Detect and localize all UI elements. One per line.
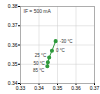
- svg-text:25 °C: 25 °C: [35, 53, 47, 58]
- svg-text:0.36: 0.36: [71, 85, 81, 91]
- svg-text:0.37: 0.37: [8, 22, 18, 28]
- svg-text:0.33: 0.33: [16, 85, 26, 91]
- svg-text:0.35: 0.35: [53, 85, 63, 91]
- svg-text:0.34: 0.34: [34, 85, 44, 91]
- svg-text:-30 °C: -30 °C: [60, 39, 74, 44]
- svg-text:0.38: 0.38: [8, 3, 18, 9]
- svg-text:85 °C: 85 °C: [33, 68, 45, 73]
- svg-text:0.35: 0.35: [8, 61, 18, 67]
- svg-text:0 °C: 0 °C: [56, 48, 66, 53]
- svg-text:0.37: 0.37: [90, 85, 100, 91]
- svg-text:0.34: 0.34: [7, 80, 18, 87]
- svg-text:IF = 500 mA: IF = 500 mA: [24, 8, 52, 14]
- svg-text:50 °C: 50 °C: [34, 61, 46, 66]
- svg-text:0.36: 0.36: [8, 42, 18, 48]
